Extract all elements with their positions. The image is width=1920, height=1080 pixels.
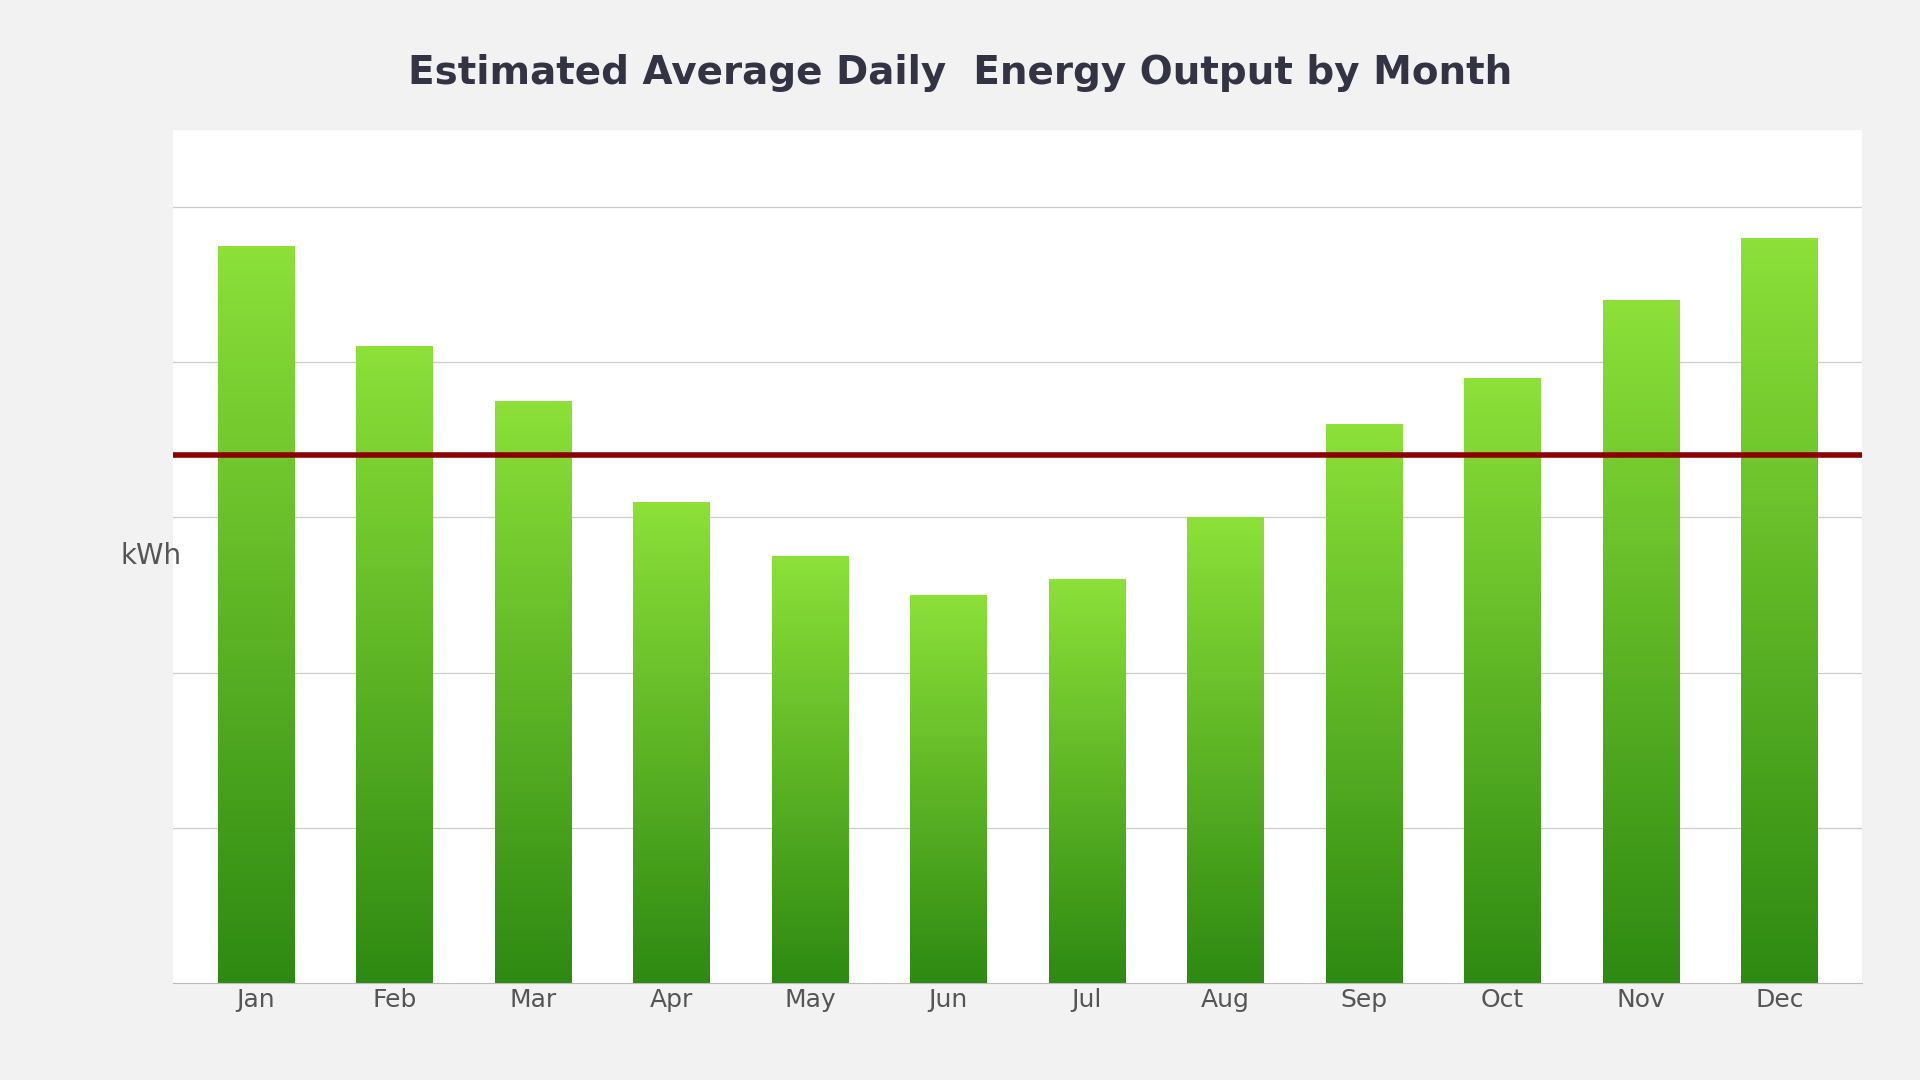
Y-axis label: kWh: kWh bbox=[121, 542, 182, 570]
Text: Estimated Average Daily  Energy Output by Month: Estimated Average Daily Energy Output by… bbox=[407, 54, 1513, 92]
